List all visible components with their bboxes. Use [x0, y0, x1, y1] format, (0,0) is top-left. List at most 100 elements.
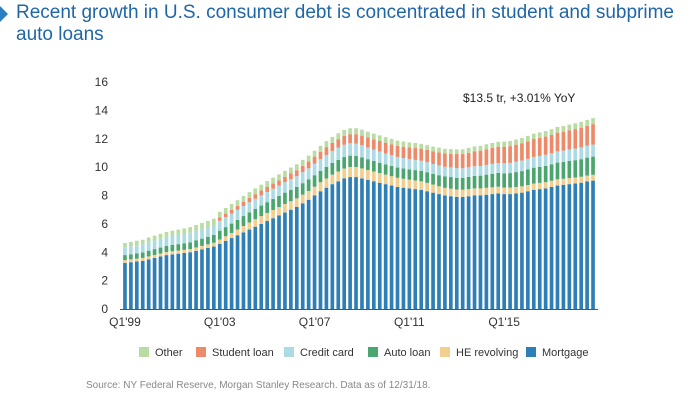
- bar-segment-other: [277, 174, 281, 181]
- bar-segment-other: [170, 230, 175, 236]
- bar-segment-he-revolving: [354, 166, 358, 178]
- bar-segment-auto-loan: [164, 246, 169, 253]
- bar-segment-student-loan: [531, 139, 536, 157]
- bar-segment-auto-loan: [555, 162, 560, 180]
- bar-segment-auto-loan: [514, 172, 518, 187]
- bar-segment-other: [271, 177, 275, 184]
- bar-segment-other: [241, 195, 246, 202]
- bar-segment-student-loan: [383, 142, 388, 154]
- bar-segment-he-revolving: [514, 186, 518, 194]
- bar-segment-auto-loan: [212, 234, 216, 243]
- bar-segment-auto-loan: [472, 175, 477, 189]
- bar-segment-credit-card: [229, 213, 234, 224]
- bar-segment-auto-loan: [283, 192, 287, 205]
- bar-segment-mortgage: [241, 232, 246, 309]
- bar-segment-he-revolving: [212, 242, 216, 247]
- bar-segment-credit-card: [277, 185, 281, 196]
- bar-segment-mortgage: [277, 215, 281, 309]
- bar-segment-he-revolving: [561, 178, 566, 185]
- bar-segment-he-revolving: [585, 175, 589, 182]
- bar-segment-auto-loan: [265, 202, 269, 213]
- bar-segment-he-revolving: [336, 171, 341, 182]
- bar-segment-he-revolving: [466, 189, 471, 197]
- bar-segment-credit-card: [407, 159, 412, 170]
- bar-segment-other: [401, 141, 406, 147]
- bar-segment-auto-loan: [389, 165, 394, 177]
- bar-segment-student-loan: [585, 125, 589, 146]
- bar-segment-auto-loan: [425, 172, 429, 183]
- bar-segment-he-revolving: [531, 183, 536, 190]
- bar-segment-mortgage: [283, 212, 287, 309]
- bar-segment-he-revolving: [312, 186, 317, 196]
- bar-segment-other: [206, 220, 210, 227]
- bar-segment-credit-card: [431, 164, 435, 174]
- bar-segment-auto-loan: [543, 165, 548, 183]
- bar-segment-other: [449, 149, 453, 154]
- bar-segment-auto-loan: [158, 247, 163, 254]
- bar-segment-mortgage: [182, 252, 187, 309]
- bar-segment-other: [514, 139, 518, 145]
- bar-segment-he-revolving: [537, 182, 542, 190]
- bar-segment-credit-card: [531, 156, 536, 168]
- bar-segment-he-revolving: [306, 190, 311, 200]
- bar-segment-credit-card: [223, 217, 228, 228]
- bar-segment-credit-card: [342, 144, 347, 158]
- bar-segment-auto-loan: [383, 164, 388, 175]
- bar-segment-other: [549, 129, 554, 135]
- bar-segment-credit-card: [170, 235, 175, 246]
- bar-segment-credit-card: [324, 154, 329, 167]
- bar-segment-mortgage: [206, 247, 210, 309]
- x-tick-label: Q1'99: [109, 315, 141, 329]
- bar-segment-mortgage: [543, 188, 548, 309]
- bar-segment-mortgage: [561, 184, 566, 309]
- bar-segment-student-loan: [579, 127, 584, 148]
- bar-segment-credit-card: [123, 247, 127, 256]
- bar-segment-he-revolving: [555, 179, 560, 186]
- bar-segment-other: [164, 231, 169, 238]
- bar-segment-auto-loan: [460, 177, 465, 190]
- bar-segment-mortgage: [549, 186, 554, 309]
- bar-segment-mortgage: [348, 177, 352, 309]
- bar-segment-he-revolving: [443, 187, 447, 196]
- bar-segment-other: [383, 137, 388, 143]
- bar-segment-student-loan: [460, 154, 465, 169]
- bar-segment-auto-loan: [360, 157, 364, 169]
- y-tick-label: 2: [101, 274, 108, 288]
- bar-segment-credit-card: [176, 234, 181, 245]
- bar-segment-student-loan: [330, 142, 335, 151]
- bar-segment-auto-loan: [176, 244, 181, 251]
- bar-segment-student-loan: [377, 141, 382, 152]
- bar-segment-mortgage: [454, 196, 459, 309]
- bar-segment-student-loan: [360, 135, 364, 146]
- bar-segment-mortgage: [265, 221, 269, 309]
- bar-segment-other: [573, 123, 578, 130]
- bar-segment-auto-loan: [377, 162, 382, 174]
- bar-segment-credit-card: [271, 188, 275, 200]
- bar-segment-credit-card: [437, 165, 441, 176]
- legend-label: Credit card: [300, 347, 354, 359]
- bar-segment-auto-loan: [146, 250, 151, 257]
- bar-segment-other: [484, 144, 489, 150]
- bar-segment-other: [407, 142, 412, 148]
- y-tick-label: 12: [95, 132, 109, 146]
- bar-segment-credit-card: [134, 245, 139, 254]
- bar-segment-mortgage: [146, 259, 151, 309]
- bar-segment-he-revolving: [496, 186, 501, 194]
- bar-segment-credit-card: [253, 198, 258, 209]
- bar-segment-auto-loan: [591, 156, 595, 175]
- bar-segment-he-revolving: [277, 206, 281, 216]
- bar-segment-other: [472, 146, 477, 152]
- bar-segment-other: [537, 132, 542, 138]
- bar-segment-auto-loan: [401, 168, 406, 179]
- bar-segment-he-revolving: [573, 177, 578, 184]
- bar-segment-auto-loan: [526, 169, 530, 186]
- bar-segment-other: [146, 237, 151, 243]
- bar-segment-auto-loan: [152, 249, 157, 255]
- bar-segment-he-revolving: [194, 247, 198, 251]
- bar-segment-other: [229, 204, 234, 210]
- total-annotation: $13.5 tr, +3.01% YoY: [463, 91, 575, 105]
- bar-segment-student-loan: [514, 144, 518, 162]
- bar-segment-he-revolving: [152, 254, 157, 258]
- bar-segment-other: [496, 141, 501, 147]
- bar-segment-other: [454, 149, 459, 155]
